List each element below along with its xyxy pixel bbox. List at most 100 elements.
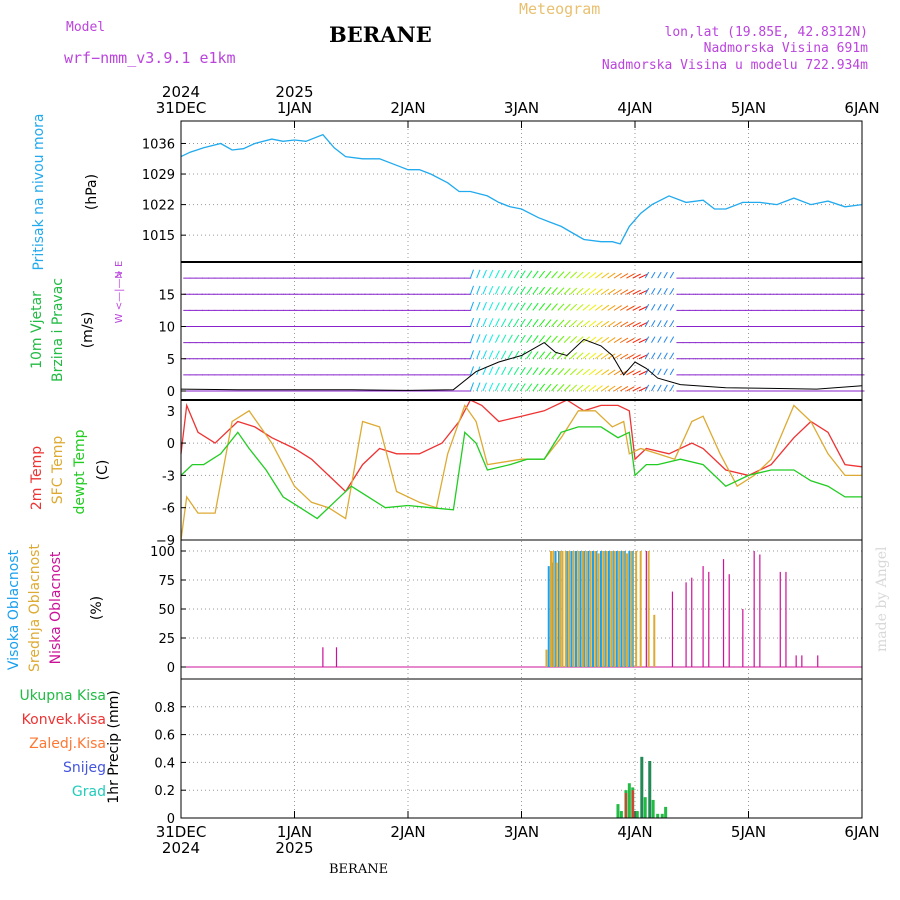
- wind-barb: [544, 367, 552, 376]
- wind-barb: [532, 383, 539, 392]
- wind-barb: [526, 302, 533, 311]
- wind-barb: [488, 301, 494, 311]
- wind-barb: [657, 352, 662, 360]
- time-label-bottom: 1JAN: [277, 823, 312, 841]
- cloud-legend-low: Niska Oblacnost: [48, 551, 64, 664]
- wind-barb: [601, 288, 610, 295]
- wind-barb: [569, 287, 578, 295]
- wind-barb: [651, 384, 656, 392]
- wind-barb: [594, 352, 603, 360]
- precip-bar: [627, 783, 631, 818]
- wind-barb: [669, 287, 675, 295]
- wind-barb: [532, 270, 539, 279]
- wind-barb: [469, 301, 474, 311]
- precip-legend-item: Zaledj.Kisa: [29, 736, 106, 752]
- wind-barb: [632, 321, 641, 327]
- wind-barb: [482, 269, 487, 279]
- wind-barb: [526, 270, 533, 279]
- precip-ytick-label: 0.8: [154, 701, 175, 716]
- wind-barb: [657, 271, 662, 279]
- wind-barb: [551, 335, 558, 343]
- wind-barb: [494, 382, 500, 392]
- wind-barb: [501, 366, 507, 376]
- time-label-top: 6JAN: [844, 99, 879, 117]
- wind-barb: [476, 350, 481, 359]
- temp-line-2: [180, 426, 862, 520]
- wind-barb: [657, 320, 662, 327]
- wind-barb: [532, 302, 539, 311]
- wind-barb: [638, 289, 648, 295]
- wind-barb: [644, 304, 650, 311]
- coords-text: lon,lat (19.85E, 42.8312N): [664, 25, 869, 40]
- wind-barb: [663, 304, 668, 311]
- wind-barb: [619, 385, 629, 392]
- wind-barb: [626, 386, 635, 392]
- wind-barb: [501, 334, 507, 343]
- footer-station: BERANE: [329, 862, 389, 877]
- wind-barb: [657, 336, 662, 343]
- wind-barb: [482, 301, 487, 311]
- wind-barb: [588, 385, 597, 392]
- cloud-ytick-label: 50: [158, 603, 175, 618]
- wind-barb: [613, 305, 622, 311]
- wind-barb: [507, 270, 513, 279]
- pressure-unit-label: (hPa): [84, 174, 100, 210]
- wind-barb: [644, 320, 650, 327]
- precip-bar: [664, 806, 668, 818]
- wind-barb: [619, 353, 629, 360]
- wind-barb: [644, 287, 650, 295]
- wind-axis-label-1: 10m Vjetar: [29, 291, 45, 369]
- wind-barb: [557, 384, 565, 392]
- wind-barb: [563, 384, 571, 392]
- wind-barb: [651, 287, 656, 295]
- wind-barb: [601, 304, 610, 311]
- wind-barb: [532, 367, 539, 376]
- temp-legend-2m: 2m Temp: [29, 446, 45, 510]
- wind-barb: [669, 384, 675, 392]
- wind-barb: [507, 318, 513, 327]
- wind-compass-n: N: [114, 271, 125, 278]
- wind-barb: [494, 350, 500, 359]
- wind-barb: [588, 352, 597, 360]
- wind-barb: [469, 269, 474, 279]
- wind-barb: [482, 318, 487, 327]
- wind-unit-label: (m/s): [80, 312, 96, 349]
- time-label-top: 4JAN: [617, 99, 652, 117]
- wind-barb: [669, 304, 675, 311]
- wind-barb: [601, 320, 610, 327]
- precip-ytick-label: 0: [167, 812, 175, 827]
- model-label: Model: [66, 20, 106, 35]
- temp-ytick-label: -3: [162, 469, 175, 484]
- model-name: wrf−nmm_v3.9.1 e1km: [64, 49, 236, 67]
- wind-barb: [632, 305, 641, 311]
- wind-barb: [557, 335, 565, 343]
- wind-barb: [469, 382, 474, 392]
- wind-barb: [507, 382, 513, 392]
- precip-bar: [656, 813, 660, 818]
- wind-barb: [582, 288, 591, 295]
- wind-barb: [601, 272, 610, 279]
- wind-ytick-label: 0: [167, 385, 175, 400]
- wind-barb: [482, 334, 487, 343]
- wind-barb: [607, 321, 616, 327]
- wind-barb: [576, 287, 584, 295]
- wind-barb: [513, 302, 520, 311]
- temp-ytick-label: −9: [156, 534, 175, 549]
- altitude-text: Nadmorska Visina 691m: [703, 41, 868, 56]
- wind-barb: [482, 382, 487, 392]
- wind-barb: [613, 353, 622, 360]
- pressure-ytick-label: 1036: [142, 137, 175, 152]
- wind-barb: [476, 382, 481, 392]
- wind-barb: [538, 286, 546, 295]
- wind-barb: [538, 351, 546, 360]
- pressure-axis-label: Pritisak na nivou mora: [31, 113, 47, 270]
- wind-barb: [594, 336, 603, 344]
- wind-barb: [544, 335, 552, 343]
- wind-barb: [494, 269, 500, 279]
- pressure-ytick-label: 1015: [142, 229, 175, 244]
- wind-barb: [594, 288, 603, 295]
- wind-barb: [488, 269, 494, 279]
- wind-barb: [638, 354, 648, 360]
- wind-barb: [551, 383, 558, 392]
- wind-barb: [494, 318, 500, 327]
